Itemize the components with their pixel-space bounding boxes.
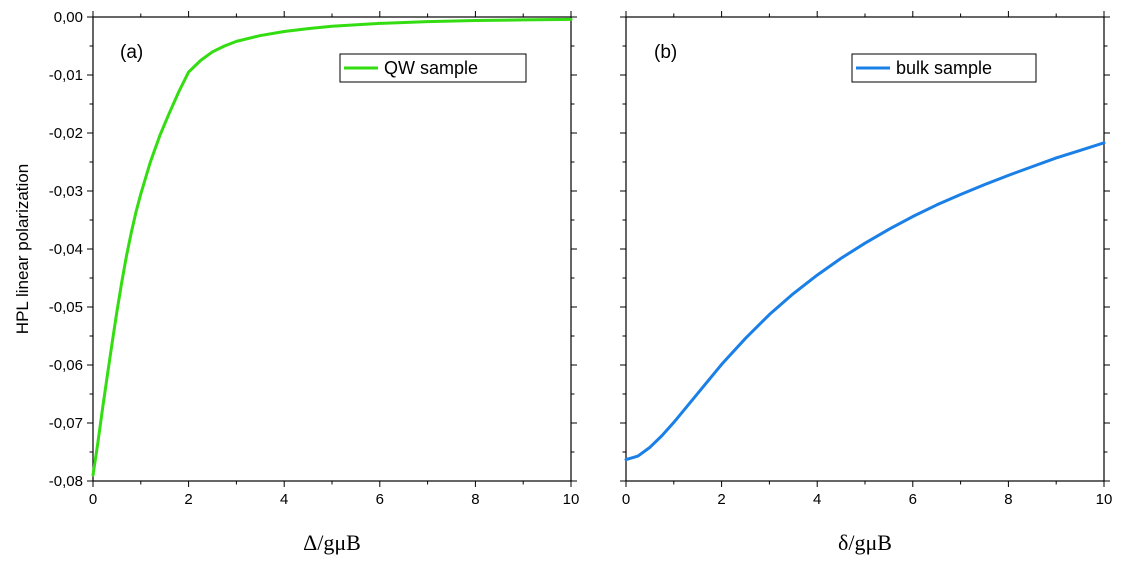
y-tick-label: -0,02 (49, 125, 83, 142)
y-tick-label: -0,05 (49, 299, 83, 316)
x-tick-label: 8 (471, 491, 479, 508)
legend-label: QW sample (384, 58, 478, 78)
y-tick-label: 0,00 (54, 9, 83, 26)
y-tick-label: -0,06 (49, 357, 83, 374)
panel-b: 0 2 4 6 8 10 bulk sample (b) δ/gμB (620, 11, 1112, 555)
y-tick-label: -0,03 (49, 183, 83, 200)
panel-label: (b) (654, 42, 677, 63)
legend-label: bulk sample (896, 58, 992, 78)
y-tick-label: -0,07 (49, 415, 83, 432)
panel-label: (a) (120, 42, 143, 63)
x-tick-label: 8 (1004, 491, 1012, 508)
plot-frame (93, 17, 571, 481)
x-tick-label: 10 (563, 491, 580, 508)
series-line-0 (626, 143, 1104, 460)
x-tick-label: 2 (184, 491, 192, 508)
x-tick-label: 10 (1096, 491, 1113, 508)
x-axis-title: Δ/gμB (303, 530, 361, 555)
x-tick-label: 6 (909, 491, 917, 508)
y-tick-label: -0,01 (49, 67, 83, 84)
x-axis-title: δ/gμB (838, 530, 892, 555)
y-tick-label: -0,04 (49, 241, 83, 258)
x-tick-label: 2 (717, 491, 725, 508)
series-line-0 (93, 19, 571, 475)
x-tick-label: 0 (622, 491, 630, 508)
x-tick-label: 4 (813, 491, 821, 508)
x-tick-label: 0 (89, 491, 97, 508)
x-tick-label: 6 (376, 491, 384, 508)
panel-a: 0 2 4 6 8 10 0,00 -0,01 -0,02 -0,03 -0,04 -0,05 -0,0… (13, 9, 579, 555)
x-tick-label: 4 (280, 491, 288, 508)
plot-frame (626, 17, 1104, 481)
y-axis-title: HPL linear polarization (13, 164, 32, 334)
y-tick-label: -0,08 (49, 473, 83, 490)
